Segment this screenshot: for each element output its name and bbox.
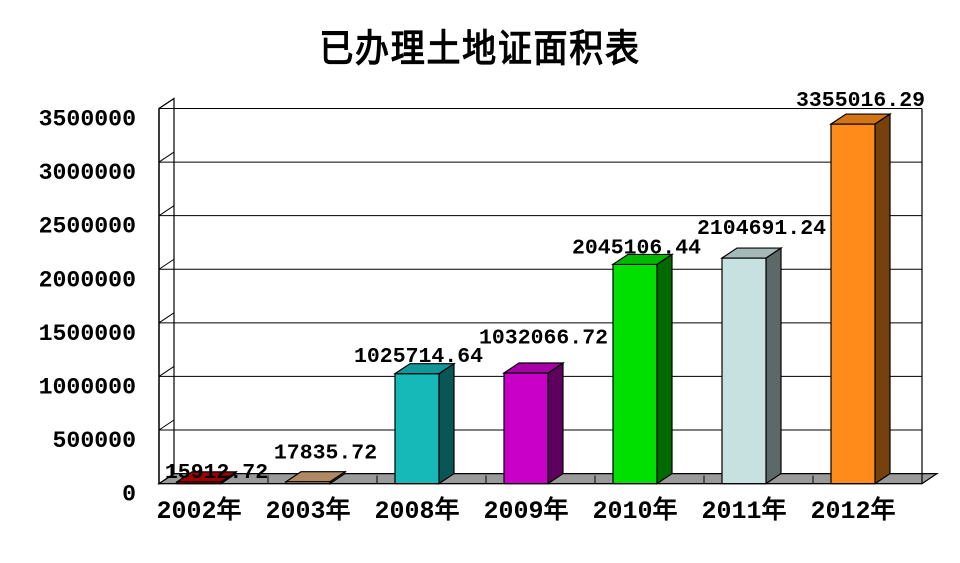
svg-text:2011年: 2011年 xyxy=(701,495,786,526)
svg-text:1025714.64: 1025714.64 xyxy=(354,345,483,369)
svg-text:2002年: 2002年 xyxy=(156,495,241,526)
svg-text:2010年: 2010年 xyxy=(592,495,677,526)
svg-text:3000000: 3000000 xyxy=(39,160,136,186)
svg-text:2104691.24: 2104691.24 xyxy=(697,217,826,241)
svg-text:1500000: 1500000 xyxy=(39,321,136,347)
svg-text:15912.72: 15912.72 xyxy=(165,461,268,485)
svg-text:2012年: 2012年 xyxy=(810,495,895,526)
svg-text:1032066.72: 1032066.72 xyxy=(479,327,608,351)
svg-text:2003年: 2003年 xyxy=(265,495,350,526)
svg-text:1000000: 1000000 xyxy=(39,374,136,400)
svg-text:500000: 500000 xyxy=(53,428,137,454)
svg-text:2045106.44: 2045106.44 xyxy=(572,236,701,260)
svg-text:3500000: 3500000 xyxy=(39,107,136,133)
svg-text:0: 0 xyxy=(122,482,136,508)
svg-text:2008年: 2008年 xyxy=(374,495,459,526)
svg-text:2500000: 2500000 xyxy=(39,214,136,240)
svg-text:2000000: 2000000 xyxy=(39,267,136,293)
svg-text:3355016.29: 3355016.29 xyxy=(796,89,925,113)
svg-text:17835.72: 17835.72 xyxy=(274,441,377,465)
svg-text:2009年: 2009年 xyxy=(483,495,568,526)
